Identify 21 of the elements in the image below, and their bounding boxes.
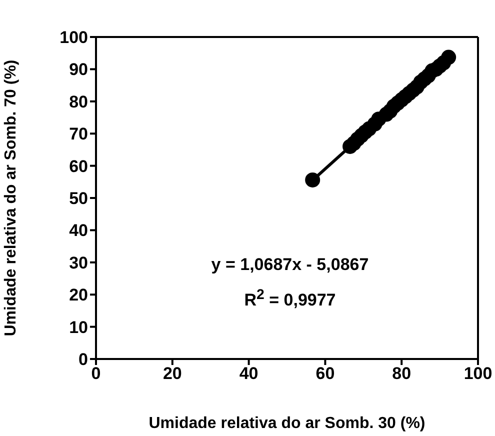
y-tick-label: 30	[69, 253, 88, 272]
x-tick-label: 40	[239, 364, 258, 384]
y-tick-label: 80	[69, 92, 88, 112]
y-tick-label: 90	[69, 60, 88, 80]
y-tick-label: 60	[69, 156, 88, 176]
y-tick-label: 100	[60, 28, 88, 48]
x-tick-label: 80	[392, 364, 412, 384]
y-axis-title: Umidade relativa do ar Somb. 70 (%)	[2, 60, 20, 336]
x-tick-label: 100	[464, 364, 492, 384]
x-tick-label: 60	[316, 364, 335, 384]
y-tick-label: 50	[69, 189, 88, 208]
x-axis-title: Umidade relativa do ar Somb. 30 (%)	[148, 415, 426, 432]
y-tick-label: 0	[78, 350, 88, 370]
y-tick-label: 10	[69, 318, 88, 337]
annotation: R$^{2}$ = 0,9977	[243, 286, 337, 312]
y-tick-label: 20	[69, 286, 88, 305]
y-tick-label: 40	[69, 221, 88, 240]
x-tick-label: 0	[91, 364, 101, 384]
x-tick-label: 20	[162, 364, 182, 384]
y-tick-label: 70	[69, 124, 88, 144]
annotation: y = 1,0687x - 5,0867	[210, 254, 370, 276]
